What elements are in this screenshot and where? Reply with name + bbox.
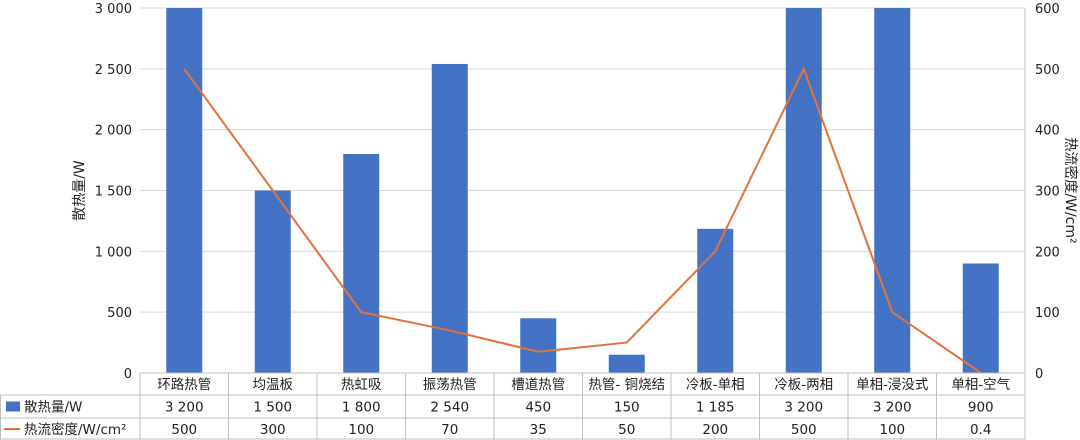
bar — [962, 263, 999, 373]
table-cell-bar: 450 — [525, 400, 551, 416]
bar — [343, 154, 380, 373]
table-cell-line: 0.4 — [970, 422, 991, 438]
category-label: 环路热管 — [157, 377, 211, 393]
table-cell-bar: 2 540 — [430, 400, 469, 416]
row-header-bars: 散热量/W — [24, 400, 82, 416]
left-tick-label: 500 — [107, 306, 132, 321]
table-cell-line: 300 — [260, 422, 286, 438]
axes: 0 500 1 000 1 500 2 000 2 500 3 000 0 100 200 300 4… — [72, 2, 1079, 382]
right-tick-label: 200 — [1035, 245, 1060, 260]
table-cell-line: 50 — [618, 422, 635, 438]
row-header-line: 热流密度/W/cm² — [24, 421, 126, 438]
bar — [431, 63, 468, 373]
line-path — [183, 66, 982, 374]
left-axis-title: 散热量/W — [72, 160, 88, 221]
left-tick-label: 1 500 — [95, 185, 132, 200]
table-cell-bar: 150 — [614, 400, 640, 416]
table-cell-bar: 900 — [968, 400, 994, 416]
table-cell-line: 500 — [791, 422, 817, 438]
category-label: 槽道热管 — [511, 377, 565, 393]
category-label: 热管- 铜烧结 — [588, 377, 665, 393]
right-tick-label: 0 — [1035, 367, 1043, 382]
left-tick-label: 2 500 — [95, 63, 132, 78]
category-label: 振荡热管 — [423, 377, 477, 393]
table-cell-line: 100 — [348, 422, 374, 438]
category-label: 单相-空气 — [951, 377, 1010, 393]
right-axis-title: 热流密度/W/cm² — [1062, 137, 1079, 243]
table-cell-bar: 3 200 — [165, 400, 204, 416]
category-label: 单相-浸没式 — [856, 377, 929, 393]
table-cell-line: 100 — [879, 422, 905, 438]
left-tick-label: 2 000 — [95, 124, 132, 139]
legend-key-bar — [6, 401, 20, 412]
table-cell-bar: 3 200 — [784, 400, 823, 416]
bar — [608, 354, 645, 373]
right-tick-label: 400 — [1035, 124, 1060, 139]
right-tick-label: 600 — [1035, 2, 1060, 17]
table-cell-bar: 1 185 — [696, 400, 735, 416]
table-cell-line: 200 — [702, 422, 728, 438]
right-tick-label: 300 — [1035, 185, 1060, 200]
category-label: 冷板-单相 — [686, 377, 745, 393]
data-table: 环路热管 均温板 热虹吸 振荡热管 槽道热管 热管- 铜烧结 冷板-单相 冷板-两相 单相-浸没… — [0, 8, 1026, 440]
left-tick-label: 0 — [124, 367, 132, 382]
bar — [166, 8, 203, 373]
right-tick-label: 100 — [1035, 306, 1060, 321]
right-tick-label: 500 — [1035, 63, 1060, 78]
table-cell-line: 500 — [171, 422, 197, 438]
bar — [785, 8, 822, 373]
table-cell-line: 70 — [441, 422, 458, 438]
bar — [520, 318, 557, 373]
table-cell-bar: 1 800 — [342, 400, 381, 416]
line-series — [183, 66, 982, 374]
left-tick-label: 1 000 — [95, 245, 132, 260]
bar — [874, 8, 911, 373]
category-label: 冷板-两相 — [774, 377, 833, 393]
left-tick-label: 3 000 — [95, 2, 132, 17]
table-cell-line: 35 — [530, 422, 547, 438]
bar — [254, 190, 291, 373]
table-cell-bar: 1 500 — [253, 400, 292, 416]
category-label: 均温板 — [253, 377, 294, 393]
table-cell-bar: 3 200 — [873, 400, 912, 416]
category-label: 热虹吸 — [341, 377, 382, 393]
bar — [697, 228, 734, 373]
